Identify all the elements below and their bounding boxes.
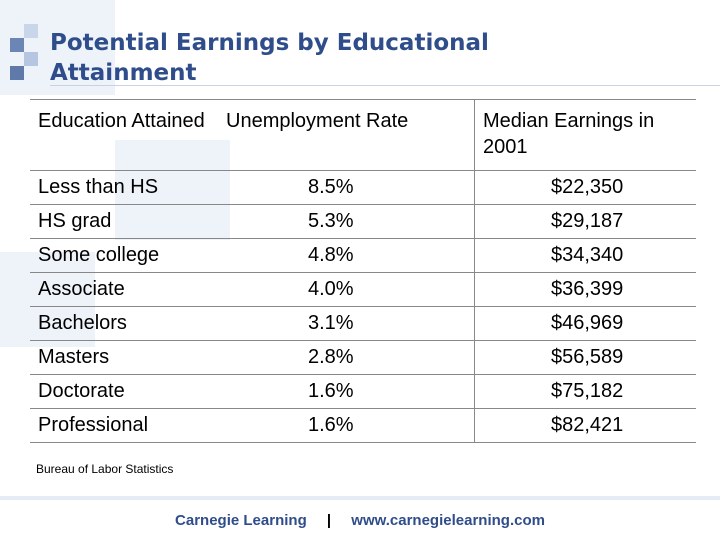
- cell-education: HS grad: [30, 204, 218, 239]
- slide-title: Potential Earnings by Educational Attain…: [50, 30, 489, 86]
- footer-company: Carnegie Learning: [175, 512, 307, 529]
- table-row: Less than HS 8.5% $22,350: [30, 170, 696, 205]
- table-row: Bachelors 3.1% $46,969: [30, 306, 696, 341]
- table-row: Doctorate 1.6% $75,182: [30, 374, 696, 409]
- footer-separator: |: [326, 512, 332, 529]
- cell-education: Associate: [30, 272, 218, 307]
- cell-rate: 3.1%: [218, 306, 475, 341]
- cell-rate: 4.8%: [218, 238, 475, 273]
- table-row: Masters 2.8% $56,589: [30, 340, 696, 375]
- header-education: Education Attained: [30, 99, 218, 171]
- cell-earnings: $22,350: [474, 170, 696, 205]
- cell-rate: 1.6%: [218, 408, 475, 443]
- cell-education: Doctorate: [30, 374, 218, 409]
- cell-rate: 8.5%: [218, 170, 475, 205]
- table-row: Associate 4.0% $36,399: [30, 272, 696, 307]
- logo-square-icon: [24, 24, 38, 38]
- cell-education: Some college: [30, 238, 218, 273]
- logo-square-icon: [10, 38, 24, 52]
- table-row: HS grad 5.3% $29,187: [30, 204, 696, 239]
- logo-square-icon: [24, 52, 38, 66]
- logo-square-icon: [10, 66, 24, 80]
- table-row: Professional 1.6% $82,421: [30, 408, 696, 443]
- earnings-table: Education Attained Unemployment Rate Med…: [30, 99, 696, 443]
- cell-education: Bachelors: [30, 306, 218, 341]
- source-note: Bureau of Labor Statistics: [36, 462, 174, 476]
- cell-earnings: $36,399: [474, 272, 696, 307]
- footer-divider: [0, 496, 720, 500]
- cell-earnings: $29,187: [474, 204, 696, 239]
- table-row: Some college 4.8% $34,340: [30, 238, 696, 273]
- cell-earnings: $34,340: [474, 238, 696, 273]
- cell-education: Masters: [30, 340, 218, 375]
- footer-website: www.carnegielearning.com: [351, 512, 545, 529]
- footer: Carnegie Learning | www.carnegielearning…: [0, 512, 720, 529]
- title-divider: [50, 85, 720, 86]
- table-header-row: Education Attained Unemployment Rate Med…: [30, 99, 696, 171]
- cell-rate: 2.8%: [218, 340, 475, 375]
- cell-earnings: $75,182: [474, 374, 696, 409]
- cell-rate: 4.0%: [218, 272, 475, 307]
- cell-earnings: $82,421: [474, 408, 696, 443]
- header-unemployment: Unemployment Rate: [218, 99, 475, 171]
- cell-earnings: $56,589: [474, 340, 696, 375]
- header-earnings: Median Earnings in 2001: [474, 99, 696, 171]
- cell-education: Professional: [30, 408, 218, 443]
- cell-education: Less than HS: [30, 170, 218, 205]
- cell-rate: 5.3%: [218, 204, 475, 239]
- cell-rate: 1.6%: [218, 374, 475, 409]
- cell-earnings: $46,969: [474, 306, 696, 341]
